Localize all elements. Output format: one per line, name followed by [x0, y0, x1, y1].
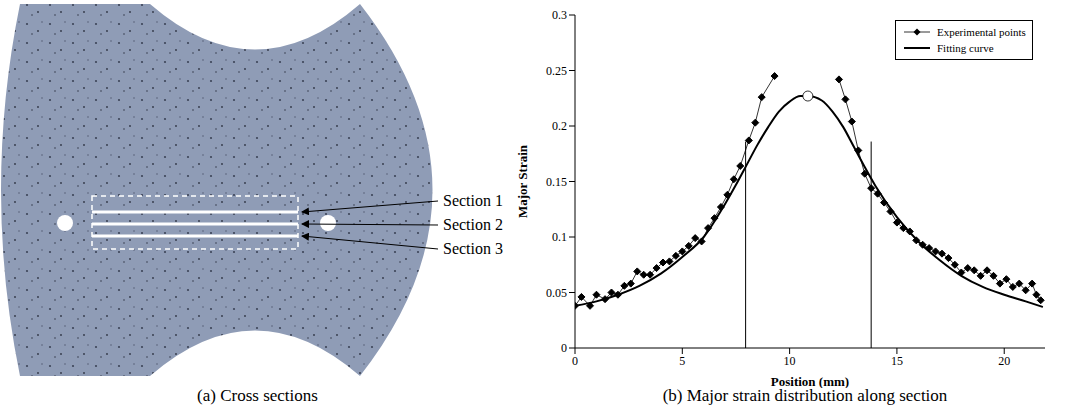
- svg-text:Section 1: Section 1: [443, 192, 503, 209]
- html-text:Experimental points: Experimental points: [937, 26, 1026, 38]
- svg-text:Section 3: Section 3: [443, 240, 503, 257]
- svg-text:0: 0: [561, 341, 567, 355]
- svg-text:0.15: 0.15: [546, 175, 567, 189]
- svg-text:Section 2: Section 2: [443, 216, 503, 233]
- html-text:(a) Cross sections: (a) Cross sections: [197, 386, 318, 405]
- svg-text:5: 5: [679, 354, 685, 368]
- html-text:Fitting curve: Fitting curve: [937, 42, 994, 54]
- svg-text:15: 15: [891, 354, 903, 368]
- svg-text:0.05: 0.05: [546, 286, 567, 300]
- svg-text:10: 10: [784, 354, 796, 368]
- svg-text:0.2: 0.2: [552, 119, 567, 133]
- svg-text:Position (mm): Position (mm): [771, 374, 849, 388]
- svg-text:Major Strain: Major Strain: [515, 144, 530, 218]
- svg-text:0.1: 0.1: [552, 230, 567, 244]
- svg-text:20: 20: [998, 354, 1010, 368]
- svg-text:0.25: 0.25: [546, 64, 567, 78]
- html-text:(b) Major strain distribution: (b) Major strain distribution along sect…: [662, 386, 948, 405]
- svg-text:0: 0: [572, 354, 578, 368]
- svg-text:0.3: 0.3: [552, 8, 567, 22]
